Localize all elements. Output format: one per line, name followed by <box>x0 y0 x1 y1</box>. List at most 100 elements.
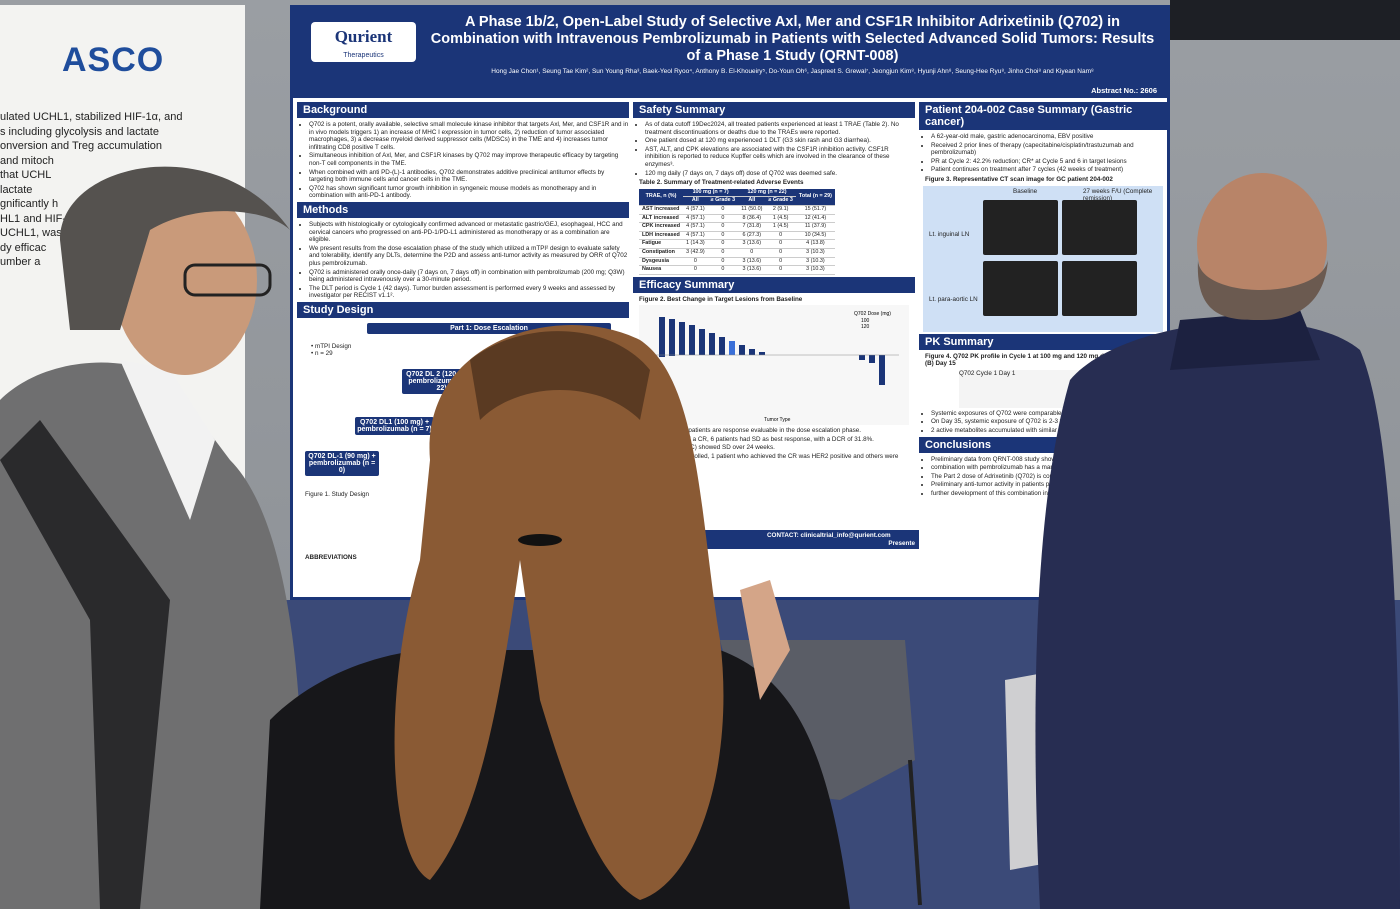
poster-title: A Phase 1b/2, Open-Label Study of Select… <box>430 14 1155 64</box>
bullet-item: combination with pembrolizumab has a man… <box>931 464 1167 472</box>
bullet-list: Systemic exposures of Q702 were comparab… <box>919 410 1167 435</box>
section: Methods Subjects with histologically or c… <box>297 201 629 300</box>
table-cell: 4 (57.1) <box>683 222 708 232</box>
section-heading: Study Design <box>297 301 629 318</box>
logo: Qurient Therapeutics <box>311 22 416 62</box>
section-heading: PK Summary <box>919 333 1167 350</box>
header-cell: All <box>738 196 766 206</box>
caption: Figure 4. Q702 PK profile in Cycle 1 at … <box>925 352 1165 368</box>
column: Safety Summary As of data cutoff 19Dec202… <box>633 100 919 550</box>
table-cell: 0 <box>707 239 739 249</box>
table-cell: 2 (9.1) <box>765 205 796 215</box>
table-cell: 0 <box>707 205 739 215</box>
part-banner: Part 1: Dose Escalation <box>367 322 611 334</box>
text-line: that UCHL <box>0 169 52 181</box>
table-cell: 3 (13.6) <box>738 257 766 267</box>
text: • mTPI Design • n = 29 <box>311 342 352 358</box>
bullet-list: A 62-year-old male, gastric adenocarcino… <box>919 133 1167 174</box>
table-cell: 3 (42.9) <box>683 248 708 258</box>
bullet-item: patient achieved a CR, 6 patients had SD… <box>645 436 915 444</box>
bullet-item: Simultaneous inhibition of Axl, Mer, and… <box>309 152 629 167</box>
table-cell: 8 (36.4) <box>738 214 766 224</box>
logo-text: Qurient <box>334 27 393 46</box>
row-label: Lt. inguinal LN <box>929 230 970 238</box>
ct-figure: Baseline 27 weeks F/U (Complete remissio… <box>923 185 1163 332</box>
table-row: CPK increased 4 (57.1) 0 7 (31.8) 1 (4.5) 11 … <box>639 222 835 232</box>
text-line: s including glycolysis and lactate <box>0 125 159 138</box>
table-row: Dysgeusia 0 0 3 (13.6) 0 3 (10.3) <box>639 257 835 267</box>
abstract-number: Abstract No.: 2606 <box>1091 86 1157 95</box>
bullet-list: Subjects with histologically or cytologi… <box>297 221 629 300</box>
bullet-item: Systemic exposures of Q702 were comparab… <box>931 410 1167 418</box>
table-cell: 0 <box>765 265 796 275</box>
caption: Table 2. Summary of Treatment-related Ad… <box>639 179 804 187</box>
bullet-item: The Part 2 dose of Adrixetinib (Q702) is… <box>931 473 1167 481</box>
bullet-item: Patient continues on treatment after 7 c… <box>931 166 1167 174</box>
poster: Qurient Therapeutics A Phase 1b/2, Open-L… <box>290 5 1170 600</box>
ae-table: TRAE, n (%) 100 mg (n = 7) 120 mg (n = 22)… <box>639 188 835 275</box>
table-cell: 6 (27.3) <box>738 231 766 241</box>
table-cell: 11 (37.9) <box>795 222 835 232</box>
row-label: Lt. para-aortic LN <box>929 295 978 303</box>
table-cell: Constipation <box>639 248 684 258</box>
table-cell: 4 (57.1) <box>683 214 708 224</box>
table-cell: 0 <box>707 248 739 258</box>
person-left <box>0 166 303 909</box>
section: PK Summary Figure 4. Q702 PK profile in C… <box>919 333 1167 435</box>
bullet-item: Q702 has shown significant tumor growth … <box>309 185 629 200</box>
header-cell: ≥ Grade 3 <box>765 196 796 206</box>
bullet-list: Q702 is a potent, orally available, sele… <box>297 121 629 200</box>
bullet-item: On Day 35, systemic exposure of Q702 is … <box>931 418 1167 426</box>
bullet-item: Q702 is administered orally once-daily (… <box>309 269 629 284</box>
poster-header: Qurient Therapeutics A Phase 1b/2, Open-L… <box>293 8 1167 98</box>
table-cell: 12 (41.4) <box>795 214 835 224</box>
contact: CONTACT: clinicaltrial_info@qurient.com <box>767 532 891 539</box>
table-cell: 0 <box>707 257 739 267</box>
table-cell: 3 (10.3) <box>795 265 835 275</box>
column: Patient 204-002 Case Summary (Gastric ca… <box>919 100 1167 500</box>
bullet-item: The DLT period is Cycle 1 (42 days). Tum… <box>309 285 629 300</box>
section: Background Q702 is a potent, orally avail… <box>297 102 629 200</box>
col-label: 27 weeks F/U (Complete remission) <box>1083 187 1153 203</box>
header-cell: ≥ Grade 3 <box>707 196 739 206</box>
table-cell: AST increased <box>639 205 684 215</box>
presented: Presente <box>888 539 915 547</box>
text-line: HL1 and HIF- <box>0 212 67 225</box>
table-cell: 15 (51.7) <box>795 205 835 215</box>
design: mTPI Design <box>314 342 352 350</box>
logo-sub: Therapeutics <box>343 52 384 59</box>
table-cell: 0 <box>765 231 796 241</box>
bullet-item: Preliminary data from QRNT-008 study sho… <box>931 456 1167 464</box>
text-line: UCHL1, was <box>0 227 62 239</box>
table-row: Nausea 0 0 3 (13.6) 0 3 (10.3) <box>639 265 835 275</box>
section-heading: Efficacy Summary <box>633 276 915 293</box>
table-cell: 0 <box>683 265 708 275</box>
bullet-item: 120 mg daily (7 days on, 7 days off) dos… <box>645 170 915 178</box>
table-cell: 1 (4.5) <box>765 222 796 232</box>
bullet-item: Preliminary anti-tumor activity in patie… <box>931 481 1167 489</box>
col-label: Baseline <box>1013 187 1038 195</box>
section-heading: Patient 204-002 Case Summary (Gastric ca… <box>919 102 1167 130</box>
authors: Hong Jae Chon¹, Seung Tae Kim², Sun Youn… <box>491 68 1094 75</box>
bullet-item: One patient dosed at 120 mg experienced … <box>645 137 915 145</box>
bullet-item: As of data cutoff 19Dec2024, all treated… <box>645 121 915 136</box>
table-row: LDH increased 4 (57.1) 0 6 (27.3) 0 10 (34.5) <box>639 231 835 241</box>
text-line: onversion and Treg accumulation <box>0 140 163 152</box>
header-cell: 100 mg (n = 7) <box>683 188 739 198</box>
n: n = 29 <box>314 350 333 358</box>
table-cell: 3 (10.3) <box>795 248 835 258</box>
header-cell: 120 mg (n = 22) <box>738 188 796 198</box>
header-cell: Total (n = 29) <box>795 188 835 206</box>
dose-box: Q702 DL1 (100 mg) + pembrolizumab (n = 7… <box>355 416 434 435</box>
table-cell: 0 <box>765 257 796 267</box>
table-row: Constipation 3 (42.9) 0 0 0 3 (10.3) <box>639 248 835 258</box>
bullet-item: 9 GC patients enrolled, 1 patient who ac… <box>645 453 915 461</box>
bullet-list: Preliminary data from QRNT-008 study sho… <box>919 456 1167 498</box>
table-cell: 0 <box>707 231 739 241</box>
logo: ASCO <box>62 41 165 79</box>
bullet-item: PR at Cycle 2: 42.2% reduction; CR* at C… <box>931 158 1167 166</box>
caption: Figure 2. Best Change in Target Lesions … <box>639 295 803 303</box>
table-cell: Dysgeusia <box>639 257 684 267</box>
bullet-list: As of data cutoff 19Dec2024, all treated… <box>633 121 915 177</box>
